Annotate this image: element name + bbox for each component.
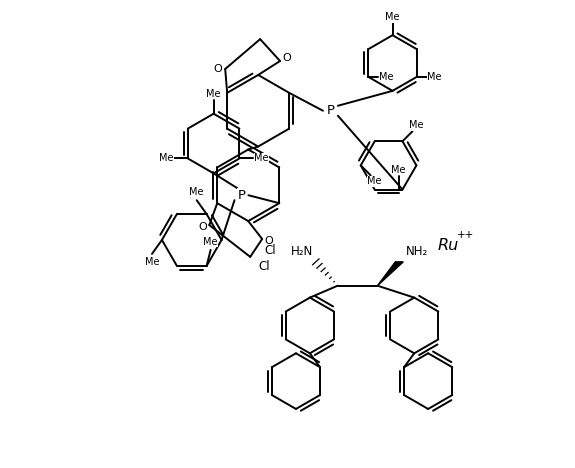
Text: Me: Me — [391, 165, 406, 175]
Text: Me: Me — [145, 257, 159, 267]
Text: O: O — [198, 222, 206, 232]
Text: Cl: Cl — [258, 260, 270, 273]
Text: Cl: Cl — [264, 244, 276, 257]
Text: H₂N: H₂N — [291, 245, 313, 258]
Text: O: O — [264, 236, 274, 246]
Text: Me: Me — [385, 12, 400, 22]
Text: P: P — [327, 104, 335, 117]
Text: Me: Me — [427, 72, 442, 82]
Text: Me: Me — [367, 176, 382, 186]
Text: Me: Me — [159, 154, 173, 163]
Text: Me: Me — [379, 72, 394, 82]
Text: Me: Me — [204, 237, 218, 247]
Text: Me: Me — [409, 120, 424, 131]
Text: Ru: Ru — [437, 238, 458, 254]
Text: P: P — [237, 189, 246, 202]
Text: ++: ++ — [457, 230, 474, 240]
Text: Me: Me — [206, 89, 221, 99]
Text: O: O — [283, 53, 292, 63]
Polygon shape — [377, 262, 403, 285]
Text: NH₂: NH₂ — [406, 245, 428, 258]
Text: Me: Me — [190, 187, 204, 197]
Text: Me: Me — [254, 154, 269, 163]
Text: O: O — [214, 64, 223, 74]
